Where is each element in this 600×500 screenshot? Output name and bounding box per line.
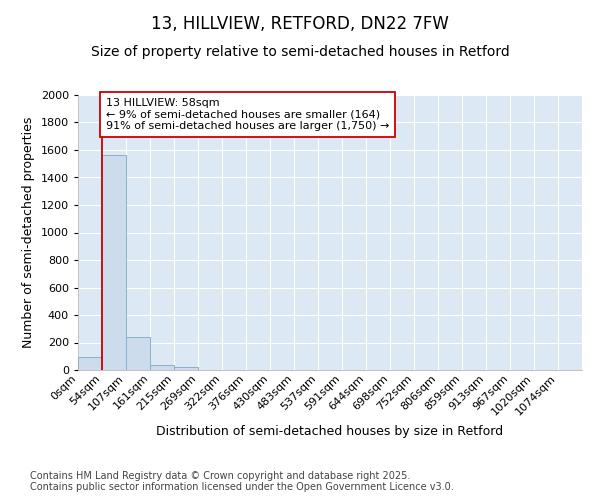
Bar [150,365,174,370]
Y-axis label: Number of semi-detached properties: Number of semi-detached properties [22,117,35,348]
Bar [174,367,198,370]
Bar [78,357,102,370]
Text: Size of property relative to semi-detached houses in Retford: Size of property relative to semi-detach… [91,45,509,59]
X-axis label: Distribution of semi-detached houses by size in Retford: Distribution of semi-detached houses by … [157,425,503,438]
Text: 13 HILLVIEW: 58sqm
← 9% of semi-detached houses are smaller (164)
91% of semi-de: 13 HILLVIEW: 58sqm ← 9% of semi-detached… [106,98,389,131]
Bar [126,337,150,370]
Bar [102,155,126,370]
Text: 13, HILLVIEW, RETFORD, DN22 7FW: 13, HILLVIEW, RETFORD, DN22 7FW [151,15,449,33]
Text: Contains HM Land Registry data © Crown copyright and database right 2025.
Contai: Contains HM Land Registry data © Crown c… [30,471,454,492]
